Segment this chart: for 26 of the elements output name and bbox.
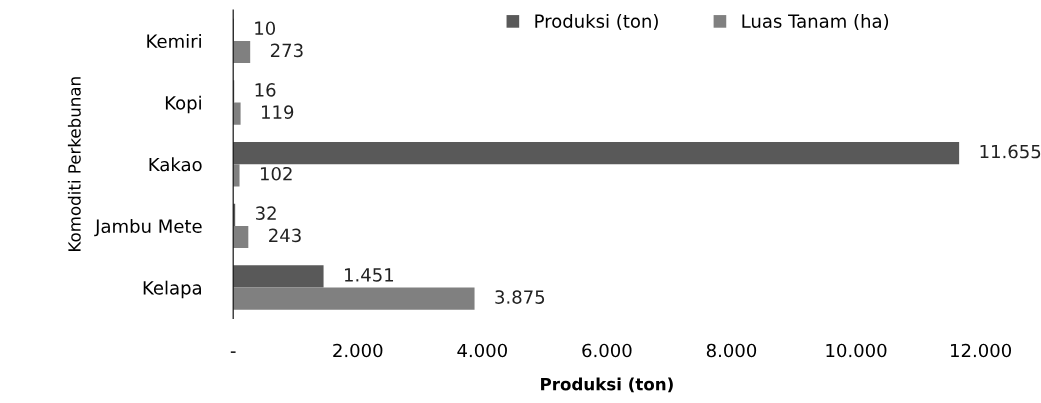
x-tick-label: 6.000 [582, 343, 632, 358]
data-label: 32 [256, 206, 276, 221]
x-tick-label: 2.000 [333, 343, 383, 358]
x-tick-label: 4.000 [457, 343, 507, 358]
data-label: 273 [270, 43, 303, 58]
x-tick-label: - [230, 351, 236, 353]
data-label: 3.875 [495, 290, 545, 304]
data-label: 11.655 [980, 144, 1041, 159]
data-label: 243 [269, 228, 301, 243]
x-axis-title: Produksi (ton) [541, 377, 673, 393]
data-label: 119 [262, 105, 294, 119]
legend-label: Luas Tanam (ha) [742, 13, 889, 31]
data-label: 10 [255, 21, 276, 36]
x-tick-label: 12.000 [951, 343, 1012, 358]
data-label: 1.451 [344, 268, 394, 282]
data-label: 102 [260, 166, 292, 181]
x-tick-label: 8.000 [706, 343, 757, 358]
y-tick-label: Kemiri [147, 34, 201, 49]
x-tick-label: 10.000 [826, 343, 887, 358]
y-tick-label: Kakao [149, 157, 202, 172]
y-tick-label: Kopi [165, 95, 201, 114]
legend-label: Produksi (ton) [535, 13, 658, 31]
y-tick-label: Kelapa [143, 280, 201, 299]
y-tick-label: Jambu Mete [94, 219, 202, 237]
data-label: 16 [255, 83, 276, 97]
y-axis-title: Komoditi Perkebunan [67, 77, 81, 251]
